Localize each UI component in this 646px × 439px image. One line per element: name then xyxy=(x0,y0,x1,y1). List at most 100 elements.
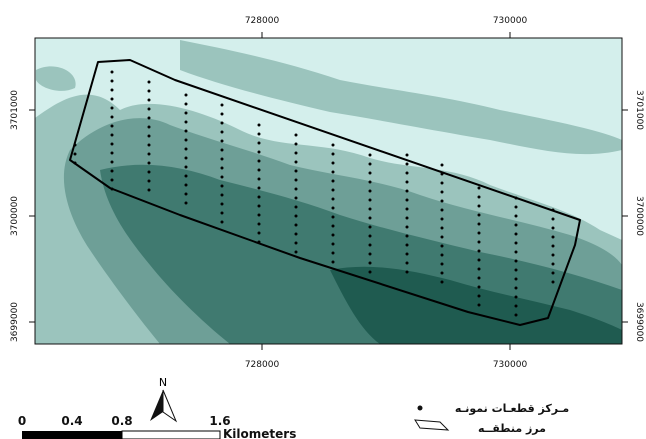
sample-plot-dot xyxy=(331,233,335,237)
sample-plot-dot xyxy=(184,156,188,160)
sample-plot-dot xyxy=(147,143,151,147)
north-arrow-icon-right xyxy=(162,389,178,423)
sample-plot-dot xyxy=(440,280,444,284)
sample-plot-dot xyxy=(514,223,518,227)
x-ticks-top: 728000 730000 xyxy=(245,16,528,38)
scale-label-1.6: 1.6 xyxy=(209,414,230,428)
legend-label-boundary: مرز منطقــه xyxy=(478,422,546,435)
scale-label-0.8: 0.8 xyxy=(111,414,132,428)
sample-plot-dot xyxy=(405,189,409,193)
sample-plot-dot xyxy=(514,286,518,290)
sample-plot-dot xyxy=(220,130,224,134)
sample-plot-dot xyxy=(368,162,372,166)
sample-plot-centers xyxy=(73,70,555,317)
sample-plot-dot xyxy=(220,211,224,215)
sample-plot-dot xyxy=(405,162,409,166)
scale-label-0: 0 xyxy=(18,414,26,428)
sample-plot-dot xyxy=(294,214,298,218)
sample-plot-dot xyxy=(147,134,151,138)
sample-plot-dot xyxy=(220,148,224,152)
sample-plot-dot xyxy=(110,106,114,110)
sample-plot-dot xyxy=(405,216,409,220)
sample-plot-dot xyxy=(257,123,261,127)
sample-plot-dot xyxy=(147,80,151,84)
sample-plot-dot xyxy=(477,231,481,235)
sample-plot-dot xyxy=(514,196,518,200)
scale-bar: 0 0.4 0.8 1.6 Kilometers xyxy=(18,414,296,439)
study-area-boundary xyxy=(69,59,581,326)
sample-plot-dot xyxy=(184,102,188,106)
sample-plot-dot xyxy=(514,214,518,218)
sample-plot-dot xyxy=(147,98,151,102)
y-tick-left-label-3701000: 3701000 xyxy=(10,90,20,130)
sample-plot-dot xyxy=(477,213,481,217)
sample-plot-dot xyxy=(257,240,261,244)
sample-plot-dot xyxy=(477,285,481,289)
sample-plot-dot xyxy=(331,170,335,174)
sample-plot-dot xyxy=(257,159,261,163)
y-tick-left-label-3699000: 3699000 xyxy=(10,302,20,342)
x-tick-bottom-label-730000: 730000 xyxy=(493,360,528,370)
sample-plot-dot xyxy=(440,163,444,167)
sample-plot-dot xyxy=(110,151,114,155)
sample-plot-dot xyxy=(257,204,261,208)
sample-plot-dot xyxy=(551,271,555,275)
terrain-zone-light-ridge xyxy=(36,40,622,155)
sample-plot-dot xyxy=(477,294,481,298)
sample-plot-dot xyxy=(257,213,261,217)
sample-plot-dot xyxy=(220,103,224,107)
scale-label-0.4: 0.4 xyxy=(61,414,82,428)
sample-plot-dot xyxy=(551,217,555,221)
x-tick-top-label-728000: 728000 xyxy=(245,16,280,26)
sample-plot-dot xyxy=(514,313,518,317)
sample-plot-dot xyxy=(184,192,188,196)
sample-plot-dot xyxy=(440,262,444,266)
sample-plot-dot xyxy=(331,188,335,192)
sample-plot-dot xyxy=(440,244,444,248)
sample-plot-dot xyxy=(331,161,335,165)
sample-plot-dot xyxy=(405,270,409,274)
sample-plot-dot xyxy=(368,180,372,184)
sample-plot-dot xyxy=(184,120,188,124)
y-tick-left-label-3700000: 3700000 xyxy=(10,196,20,236)
sample-plot-dot xyxy=(294,232,298,236)
sample-plot-dot xyxy=(294,178,298,182)
sample-plot-dot xyxy=(440,208,444,212)
y-ticks-left: 3701000 3700000 3699000 xyxy=(10,90,35,342)
sample-plot-dot xyxy=(110,142,114,146)
sample-plot-dot xyxy=(477,186,481,190)
dot-icon xyxy=(417,405,423,411)
sample-plot-dot xyxy=(440,199,444,203)
scale-unit-label: Kilometers xyxy=(223,427,296,439)
sample-plot-dot xyxy=(477,204,481,208)
sample-plot-dot xyxy=(368,171,372,175)
sample-plot-dot xyxy=(257,150,261,154)
sample-plot-dot xyxy=(514,250,518,254)
sample-plot-dot xyxy=(331,143,335,147)
sample-plot-dot xyxy=(440,217,444,221)
sample-plot-dot xyxy=(331,179,335,183)
sample-plot-dot xyxy=(294,142,298,146)
sample-plot-dot xyxy=(477,240,481,244)
terrain-zone-darkest xyxy=(330,266,622,344)
x-tick-top-label-730000: 730000 xyxy=(493,16,528,26)
sample-plot-dot xyxy=(514,304,518,308)
sample-plot-dot xyxy=(184,201,188,205)
y-ticks-right: 3701000 3700000 3699000 xyxy=(622,90,644,342)
north-arrow-icon-left xyxy=(150,390,163,421)
sample-plot-dot xyxy=(220,202,224,206)
sample-plot-dot xyxy=(184,147,188,151)
sample-plot-dot xyxy=(294,205,298,209)
sample-plot-dot xyxy=(220,139,224,143)
sample-plot-dot xyxy=(220,157,224,161)
sample-plot-dot xyxy=(110,178,114,182)
sample-plot-dot xyxy=(405,252,409,256)
sample-plot-dot xyxy=(220,193,224,197)
sample-plot-dot xyxy=(184,111,188,115)
sample-plot-dot xyxy=(147,152,151,156)
sample-plot-dot xyxy=(294,160,298,164)
sample-plot-dot xyxy=(147,125,151,129)
sample-plot-dot xyxy=(294,187,298,191)
sample-plot-dot xyxy=(368,189,372,193)
